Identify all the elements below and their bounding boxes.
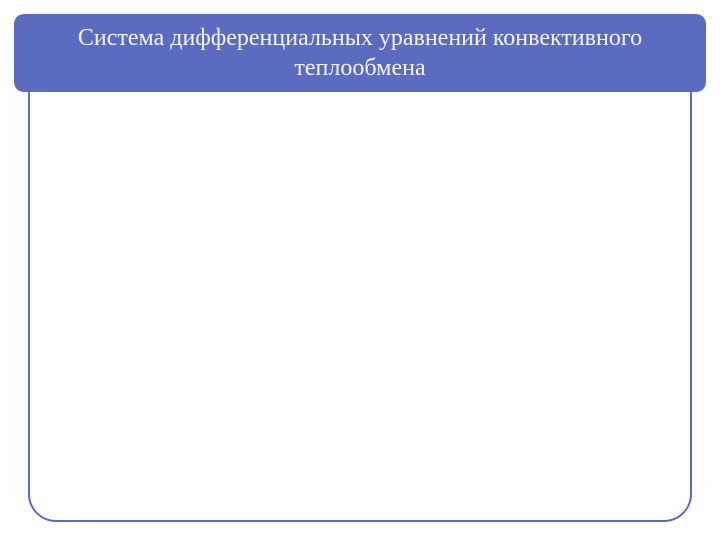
slide-title-bar: Система дифференциальных уравнений конве… xyxy=(14,14,706,92)
content-frame xyxy=(28,56,692,522)
slide-title: Система дифференциальных уравнений конве… xyxy=(34,23,686,83)
